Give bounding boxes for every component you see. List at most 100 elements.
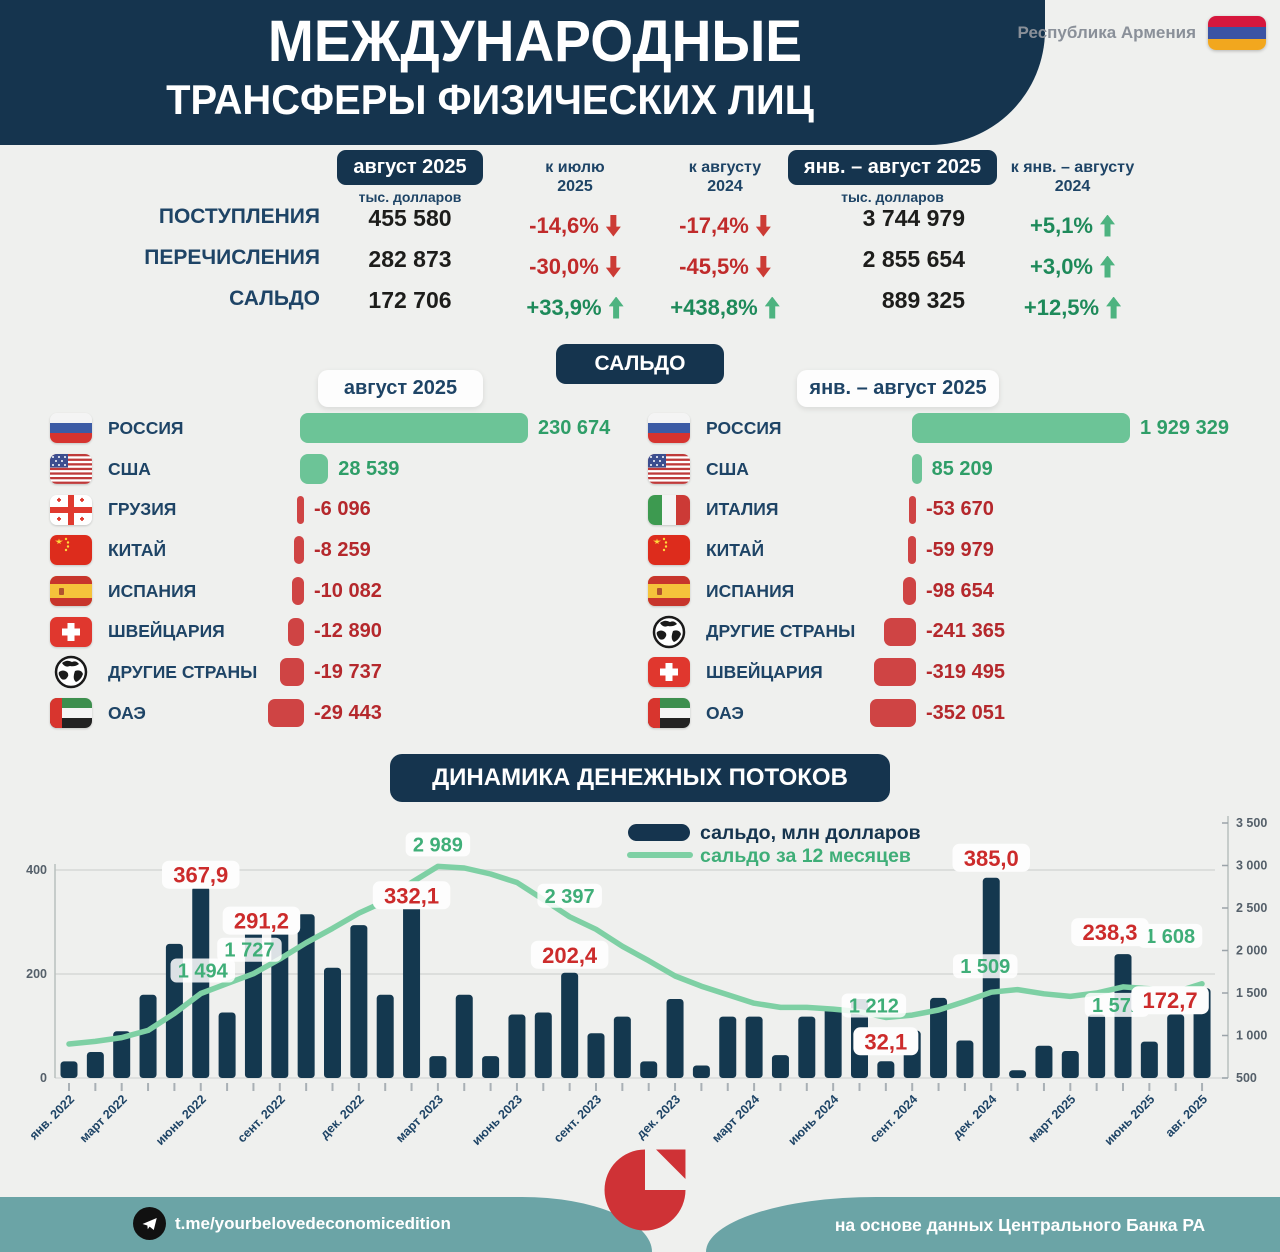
saldo-row: ИСПАНИЯ -98 654 xyxy=(640,571,1280,612)
saldo-row: ДРУГИЕ СТРАНЫ -241 365 xyxy=(640,611,1280,652)
summary-row-mom-2: +33,9% xyxy=(500,287,650,328)
saldo-bar xyxy=(293,536,304,565)
saldo-value: -53 670 xyxy=(926,498,994,521)
flows-section-badge: ДИНАМИКА ДЕНЕЖНЫХ ПОТОКОВ xyxy=(390,754,890,802)
saldo-value: -6 096 xyxy=(314,498,371,521)
saldo-bar xyxy=(268,699,304,728)
summary-row-ytd-yoy-2: +12,5% xyxy=(985,287,1160,328)
ytd-badge: янв. – август 2025 xyxy=(787,150,998,185)
svg-text:сент. 2024: сент. 2024 xyxy=(867,1092,920,1145)
svg-text:400: 400 xyxy=(26,863,47,877)
svg-text:291,2: 291,2 xyxy=(234,909,289,934)
saldo-bar-zone: -19 737 xyxy=(279,658,640,687)
saldo-bar-zone: 85 209 xyxy=(912,454,1280,485)
saldo-bar xyxy=(300,413,528,444)
svg-text:сальдо за 12 месяцев: сальдо за 12 месяцев xyxy=(700,845,911,867)
flag-usa-icon xyxy=(50,454,92,485)
country-label: ШВЕЙЦАРИЯ xyxy=(108,621,225,642)
saldo-row: ДРУГИЕ СТРАНЫ -19 737 xyxy=(0,652,640,693)
country-label: ОАЭ xyxy=(108,702,146,723)
svg-text:март 2022: март 2022 xyxy=(77,1092,130,1145)
country-label: ИТАЛИЯ xyxy=(706,499,779,520)
country-label: США xyxy=(108,458,151,479)
svg-text:367,9: 367,9 xyxy=(173,863,228,888)
page-title: МЕЖДУНАРОДНЫЕ xyxy=(267,9,803,74)
saldo-value: 28 539 xyxy=(338,457,400,480)
svg-text:2 989: 2 989 xyxy=(413,834,463,856)
svg-text:1 494: 1 494 xyxy=(178,961,229,983)
flag-georgia-icon xyxy=(50,494,92,525)
country-label: США xyxy=(706,458,749,479)
saldo-bar-zone: -319 495 xyxy=(874,658,1280,687)
flag-spain-icon xyxy=(50,576,92,607)
saldo-value: -241 365 xyxy=(926,620,1005,643)
telegram-handle: t.me/yourbelovedeconomicedition xyxy=(175,1213,451,1233)
summary-row-ytd-yoy-1: +3,0% xyxy=(985,246,1160,287)
svg-text:500: 500 xyxy=(1236,1071,1257,1085)
saldo-bar-zone: 1 929 329 xyxy=(912,413,1280,444)
summary-row-ytd-2: 889 325 xyxy=(881,287,965,313)
svg-text:июнь 2024: июнь 2024 xyxy=(785,1092,841,1148)
saldo-row: КИТАЙ -8 259 xyxy=(0,530,640,571)
summary-col-yoy: к августу 2024 xyxy=(688,159,762,195)
telegram-link[interactable]: t.me/yourbelovedeconomicedition xyxy=(133,1207,451,1240)
summary-row-ytd-yoy-0: +5,1% xyxy=(985,205,1160,246)
saldo-value: -12 890 xyxy=(314,620,382,643)
svg-text:332,1: 332,1 xyxy=(384,883,439,908)
saldo-bar-zone: -29 443 xyxy=(268,699,640,728)
saldo-bar-zone: -6 096 xyxy=(296,495,640,524)
saldo-bar xyxy=(291,577,304,606)
flag-globe-icon xyxy=(50,655,92,689)
saldo-value: 85 209 xyxy=(931,457,993,480)
saldo-bar xyxy=(884,617,916,646)
country-label: РОССИЯ xyxy=(706,417,782,438)
country-label: ОАЭ xyxy=(706,702,744,723)
svg-text:дек. 2024: дек. 2024 xyxy=(950,1092,999,1141)
footer-band-left xyxy=(0,1197,652,1252)
svg-text:385,0: 385,0 xyxy=(964,846,1019,871)
svg-text:июнь 2022: июнь 2022 xyxy=(153,1092,209,1148)
summary-col-month: август 2025 тыс. долларов xyxy=(320,150,500,205)
summary-row-mom-0: -14,6% xyxy=(500,205,650,246)
country-label: ШВЕЙЦАРИЯ xyxy=(706,661,823,682)
saldo-row: США 28 539 xyxy=(0,449,640,490)
saldo-bar xyxy=(912,454,922,485)
saldo-row: ШВЕЙЦАРИЯ -12 890 xyxy=(0,611,640,652)
saldo-row: РОССИЯ 230 674 xyxy=(0,408,640,449)
flag-russia-icon xyxy=(50,413,92,444)
summary-row-label-1: ПЕРЕЧИСЛЕНИЯ xyxy=(144,246,320,269)
svg-text:авг. 2025: авг. 2025 xyxy=(1163,1092,1211,1140)
summary-table: август 2025 тыс. долларов к июлю 2025 к а… xyxy=(55,150,1180,328)
saldo-row: РОССИЯ 1 929 329 xyxy=(640,408,1280,449)
ytd-badge-sub: тыс. долларов xyxy=(841,189,944,205)
saldo-bar-zone: -98 654 xyxy=(903,577,1280,606)
summary-row-label-0: ПОСТУПЛЕНИЯ xyxy=(158,205,320,228)
svg-text:1 500: 1 500 xyxy=(1236,986,1267,1000)
flag-usa-icon xyxy=(648,454,690,485)
arrow-down-icon xyxy=(755,214,771,237)
saldo-bar-zone: -12 890 xyxy=(288,617,640,646)
country-label: ДРУГИЕ СТРАНЫ xyxy=(108,661,258,682)
arrow-up-icon xyxy=(1106,296,1122,319)
saldo-bar-zone: 230 674 xyxy=(300,413,640,444)
flag-spain-icon xyxy=(648,576,690,607)
svg-text:1 000: 1 000 xyxy=(1236,1029,1267,1043)
saldo-bar xyxy=(296,495,304,524)
flag-italy-icon xyxy=(648,494,690,525)
saldo-column-august: РОССИЯ 230 674 США 28 539 ГРУЗИЯ -6 096 КИТАЙ -… xyxy=(0,408,640,734)
svg-text:март 2024: март 2024 xyxy=(709,1092,762,1145)
summary-col-mom: к июлю 2025 xyxy=(545,159,605,195)
saldo-row: ГРУЗИЯ -6 096 xyxy=(0,489,640,530)
saldo-row: КИТАЙ -59 979 xyxy=(640,530,1280,571)
country-label: КИТАЙ xyxy=(706,539,765,560)
summary-row-mom-1: -30,0% xyxy=(500,246,650,287)
saldo-bar xyxy=(909,495,916,524)
saldo-value: -352 051 xyxy=(926,701,1005,724)
summary-row-yoy-2: +438,8% xyxy=(650,287,800,328)
summary-row-label-2: САЛЬДО xyxy=(229,287,320,310)
svg-text:3 500: 3 500 xyxy=(1236,816,1267,830)
country-label: ДРУГИЕ СТРАНЫ xyxy=(706,621,856,642)
saldo-bar-zone: -59 979 xyxy=(908,536,1280,565)
saldo-value: -29 443 xyxy=(314,701,382,724)
arrow-up-icon xyxy=(608,296,624,319)
